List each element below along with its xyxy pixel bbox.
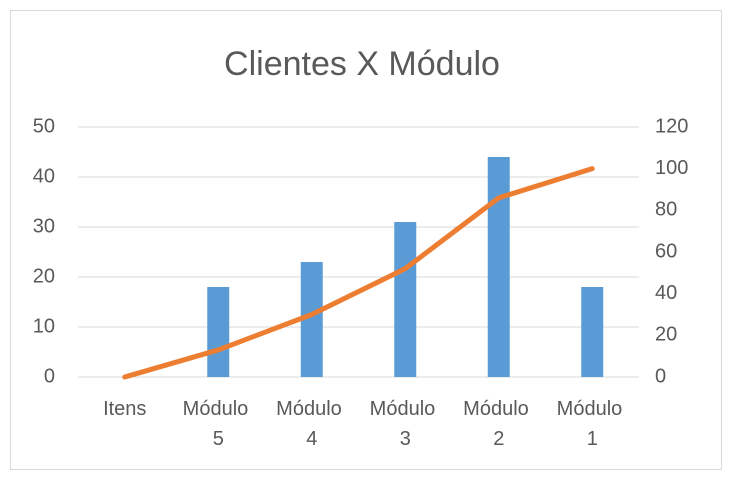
y2-tick-label: 0 [655,365,666,387]
x-tick-label: Módulo 5 [183,398,254,450]
y2-tick-label: 20 [655,324,677,346]
x-tick-label: Módulo 3 [370,398,441,450]
x-tick-label: Módulo 4 [276,398,347,450]
y2-tick-label: 100 [655,157,688,179]
y-tick-label: 10 [33,315,55,337]
bar [300,262,323,377]
y2-tick-label: 40 [655,282,677,304]
chart-frame [10,10,722,470]
bar [394,222,417,377]
y-tick-label: 30 [33,215,55,237]
line [122,166,595,380]
y2-tick-label: 120 [655,115,688,137]
y-tick-label: 40 [33,165,55,187]
x-tick-label: Itens [103,398,146,420]
bar [581,287,604,377]
x-tick-label: Módulo 2 [463,398,534,450]
y-tick-label: 0 [44,365,55,387]
y-tick-label: 20 [33,265,55,287]
y-tick-label: 50 [33,115,55,137]
bar [487,157,510,377]
chart-title: Clientes X Módulo [224,45,500,83]
y2-tick-label: 80 [655,199,677,221]
x-tick-label: Módulo 1 [557,398,628,450]
bar [207,287,230,377]
y2-tick-label: 60 [655,240,677,262]
